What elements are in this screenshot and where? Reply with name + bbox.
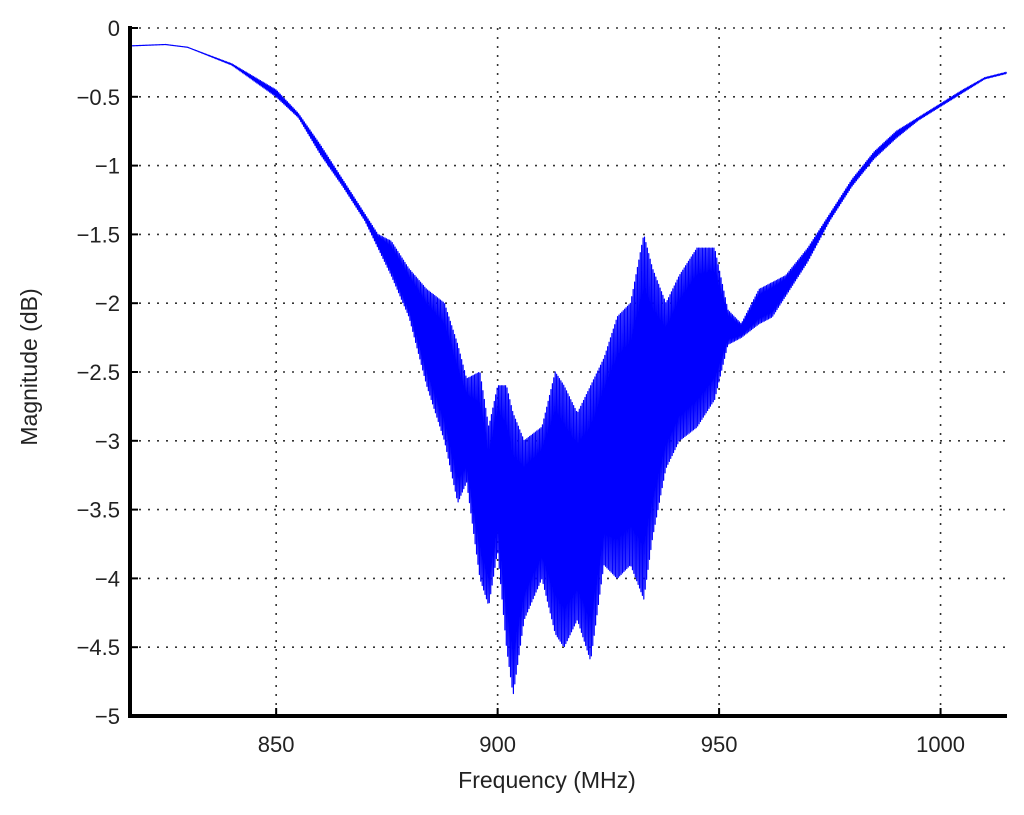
y-tick-label: −0.5	[77, 85, 120, 110]
y-tick-label: −5	[95, 704, 120, 729]
x-axis-label: Frequency (MHz)	[458, 767, 636, 793]
y-tick-label: −3.5	[77, 498, 120, 523]
x-tick-label: 1000	[916, 732, 965, 757]
y-tick-label: −2.5	[77, 360, 120, 385]
y-tick-label: −2	[95, 291, 120, 316]
y-tick-label: −3	[95, 429, 120, 454]
tick-labels: 0 −0.5 −1 −1.5 −2 −2.5 −3 −3.5 −4 −4.5 −5 850 900 950…	[77, 16, 965, 757]
y-tick-label: −4	[95, 566, 120, 591]
y-tick-label: −1	[95, 154, 120, 179]
plot-series	[129, 43, 1008, 695]
axes	[128, 26, 1007, 718]
y-axis-label: Magnitude (dB)	[16, 288, 42, 445]
y-tick-label: 0	[108, 16, 120, 41]
series-line	[129, 43, 1008, 695]
x-tick-label: 950	[701, 732, 738, 757]
y-tick-label: −1.5	[77, 222, 120, 247]
x-tick-label: 900	[479, 732, 516, 757]
y-tick-label: −4.5	[77, 635, 120, 660]
x-tick-label: 850	[258, 732, 295, 757]
